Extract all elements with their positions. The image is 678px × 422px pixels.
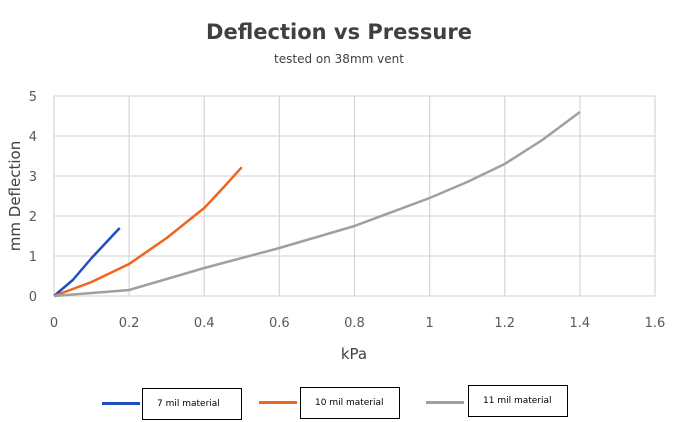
x-tick-label: 1 <box>425 316 433 331</box>
x-tick-label: 1.2 <box>494 316 515 331</box>
x-tick-label: 0.6 <box>269 316 290 331</box>
x-tick-label: 1.4 <box>570 316 591 331</box>
series-line-1 <box>53 166 243 298</box>
y-tick-label: 2 <box>29 210 37 225</box>
y-tick-label: 0 <box>29 290 37 305</box>
y-tick-label: 4 <box>29 130 37 145</box>
legend-swatch-7mil <box>102 402 140 405</box>
x-tick-label: 0.8 <box>344 316 365 331</box>
y-tick-label: 3 <box>29 170 37 185</box>
x-tick-label: 0.4 <box>194 316 215 331</box>
x-tick-label: 0 <box>50 316 58 331</box>
x-tick-label: 1.6 <box>645 316 666 331</box>
legend-swatch-11mil <box>426 401 464 404</box>
chart-subtitle: tested on 38mm vent <box>274 52 404 66</box>
legend-item-11mil: 11 mil material <box>468 385 568 417</box>
x-tick-label: 0.2 <box>119 316 140 331</box>
y-tick-label: 1 <box>29 250 37 265</box>
y-tick-label: 5 <box>29 90 37 105</box>
series-line-2 <box>53 110 581 298</box>
legend-swatch-10mil <box>259 401 297 404</box>
series-line-0 <box>53 227 121 297</box>
chart-title: Deflection vs Pressure <box>206 20 472 44</box>
x-axis-label: kPa <box>341 345 367 363</box>
y-axis-label: mm Deflection <box>6 141 24 251</box>
legend-item-7mil: 7 mil material <box>142 388 242 420</box>
legend-item-10mil: 10 mil material <box>300 387 400 419</box>
